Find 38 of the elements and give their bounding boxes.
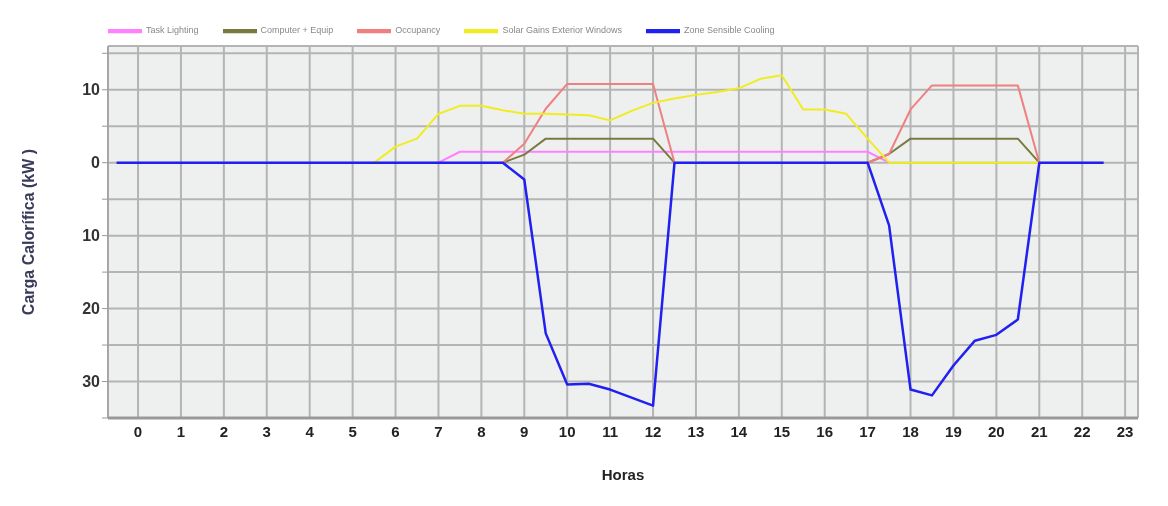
y-tick-label: 20 <box>82 300 101 318</box>
x-axis-title: Horas <box>601 466 645 483</box>
y-tick-label: 10 <box>82 227 101 245</box>
legend-label: Occupancy <box>395 25 441 36</box>
x-tick-label: 3 <box>262 422 271 440</box>
x-tick-label: 21 <box>1030 422 1048 440</box>
line-series <box>373 74 1041 164</box>
x-tick-label: 4 <box>305 422 315 440</box>
x-tick-label: 1 <box>176 422 186 440</box>
x-tick-label: 13 <box>687 422 705 440</box>
legend-label: Zone Sensible Cooling <box>683 25 775 36</box>
x-tick-label: 15 <box>773 422 791 440</box>
x-tick-label: 16 <box>816 422 834 440</box>
x-tick-label: 18 <box>902 422 919 440</box>
x-tick-label: 9 <box>520 422 529 440</box>
legend-label: Task Lighting <box>146 25 199 36</box>
y-tick-label: 30 <box>82 373 101 391</box>
legend-label: Computer + Equip <box>260 25 334 36</box>
x-tick-label: 10 <box>558 422 576 440</box>
x-tick-label: 17 <box>859 422 876 440</box>
legend-label: Solar Gains Exterior Windows <box>502 25 622 36</box>
x-tick-label: 6 <box>391 422 400 440</box>
y-tick-label: 10 <box>82 81 101 99</box>
x-tick-label: 5 <box>348 422 357 440</box>
x-tick-label: 12 <box>644 422 662 440</box>
x-tick-label: 14 <box>730 422 748 440</box>
x-tick-label: 2 <box>219 422 229 440</box>
x-tick-label: 19 <box>945 422 962 440</box>
y-tick-label: 0 <box>91 154 101 172</box>
x-tick-label: 20 <box>988 422 1005 440</box>
x-tick-label: 22 <box>1073 422 1091 440</box>
x-tick-label: 11 <box>602 422 619 440</box>
x-tick-label: 0 <box>133 422 143 440</box>
x-tick-label: 23 <box>1116 422 1134 440</box>
x-tick-label: 8 <box>477 422 486 440</box>
line-series <box>115 161 1105 407</box>
y-axis-title: Carga Calorífica (kW ) <box>19 148 37 316</box>
x-tick-label: 7 <box>434 422 443 440</box>
